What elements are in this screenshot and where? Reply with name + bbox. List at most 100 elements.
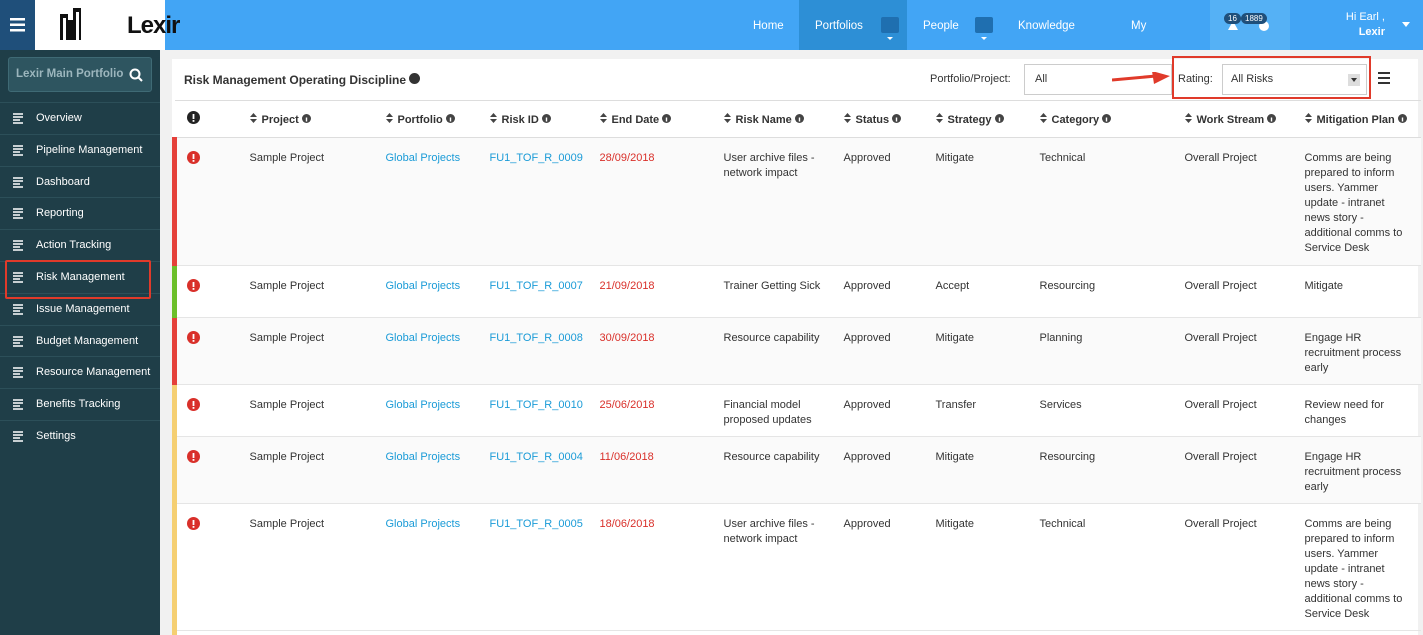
rating-cell [172,317,240,385]
risk-row[interactable]: Sample Project Global Projects FU1_TOF_R_0… [172,384,1421,437]
column-menu[interactable] [1377,72,1391,84]
cell-text: Mitigate [935,451,975,463]
cell-link[interactable]: FU1_TOF_R_0009 [489,152,583,164]
column-header[interactable]: Category [1029,100,1175,138]
cell: Comms are being prepared to inform users… [1294,137,1421,266]
info-icon [892,113,902,123]
cell-link[interactable]: Global Projects [385,152,461,164]
nav-dropdown[interactable] [975,17,993,40]
filter-select[interactable]: All [1024,64,1172,95]
search-text: Lexir Main Portfolio [16,68,124,80]
user-menu[interactable]: Hi Earl , Lexir [1346,10,1385,40]
rating-icon [187,279,200,292]
risk-row[interactable]: Sample Project Global Projects FU1_TOF_R_0… [172,317,1421,385]
rating-icon [187,398,200,411]
logo[interactable]: Lexir [35,0,180,50]
sidebar-item[interactable]: Settings [0,420,160,452]
sidebar-item[interactable]: Budget Management [0,324,160,357]
cell-text: Overall Project [1184,399,1257,411]
sidebar-item[interactable]: Resource Management [0,356,160,388]
cell-text: Approved [843,332,891,344]
column-header[interactable]: Work Stream [1174,100,1295,138]
cell-link[interactable]: Global Projects [385,280,461,292]
column-header[interactable]: End Date [589,100,714,138]
nav-item[interactable]: Knowledge Base [1002,0,1115,84]
menu-icon [13,367,23,379]
title-text: Risk Management Operating Discipline [184,73,407,87]
sidebar-item[interactable]: Issue Management [0,292,160,325]
rating-icon [187,517,200,530]
nav-item[interactable]: People [907,0,1002,50]
cell: Overall Project [1174,265,1295,318]
risk-row[interactable]: Sample Project Global Projects FU1_TOF_R_0… [172,436,1421,504]
sidebar-item[interactable]: Action Tracking [0,229,160,261]
nav-item[interactable]: Home [737,0,799,50]
header-label: Risk ID [501,113,539,126]
cell-link[interactable]: Global Projects [385,451,461,463]
cell: Sample Project [239,384,376,437]
cell-text: Mitigate [935,152,975,164]
task-badge[interactable]: 1889 [1241,13,1267,24]
alert-badge[interactable]: 16 [1224,13,1241,24]
menu-icon [13,399,23,410]
cell: Overall Project [1174,503,1295,631]
cell-text: Engage HR recruitment process early [1304,332,1402,374]
column-header[interactable]: Portfolio [375,100,480,138]
column-header[interactable]: Risk Name [713,100,834,138]
cell: 21/09/2018 [589,265,714,318]
cell: Accept [925,265,1030,318]
column-header[interactable]: Mitigation Plan [1294,100,1421,138]
greeting: Hi Earl , [1345,11,1385,23]
column-header[interactable]: Status [833,100,926,138]
rating-stripe [172,630,177,635]
risk-row[interactable]: Sample Project Global Projects FU1_TOF_R_0… [172,137,1421,266]
sidebar-item[interactable]: Reporting [0,197,160,229]
cell-link[interactable]: FU1_TOF_R_0010 [489,399,583,411]
cell: Sample Project [239,137,376,266]
sort-icon [249,112,257,123]
sidebar-item[interactable]: Benefits Tracking [0,388,160,420]
notifications: 16 1889 [1210,0,1290,50]
cell: Resource capability [713,317,834,385]
filter-value: All [1035,73,1048,85]
risk-row[interactable]: Sample Project Global Projects FU1_TOF_R_0… [172,503,1421,631]
cell: 25/06/2018 [589,384,714,437]
cell: User archive files - network impact [713,137,834,266]
cell-link[interactable]: FU1_TOF_R_0005 [489,518,583,530]
nav-item[interactable]: My Coaching [1115,0,1210,84]
nav-label: Home [753,20,784,32]
cell-text: Transfer [935,399,977,411]
cell: Global Projects [375,317,480,385]
cell: FU1_TOF_R_0008 [479,317,590,385]
cell-text: Resource capability [723,332,820,344]
cell-link[interactable]: FU1_TOF_R_0004 [489,451,583,463]
rating-select[interactable]: All Risks [1222,64,1367,95]
menu-toggle[interactable] [0,0,35,50]
cell-link[interactable]: FU1_TOF_R_0008 [489,332,583,344]
cell-link[interactable]: Global Projects [385,332,461,344]
column-header[interactable]: Strategy [925,100,1030,138]
header-label: End Date [611,113,660,126]
info-icon [541,113,551,123]
cell-text: Mitigate [935,518,975,530]
info-icon [994,113,1004,123]
cell-link[interactable]: Global Projects [385,518,461,530]
cell-link[interactable]: FU1_TOF_R_0007 [489,280,583,292]
risk-row[interactable]: Sample Project Global Projects FU1_TOF_R_0… [172,265,1421,318]
sidebar-item[interactable]: Overview [0,102,160,134]
brand: Lexir [127,12,180,39]
cell-text: Overall Project [1184,152,1257,164]
cell-text: Technical [1039,152,1086,164]
cell-link[interactable]: Global Projects [385,399,461,411]
nav-label: People [923,20,959,32]
nav-item[interactable]: Portfolios [799,0,907,50]
sidebar-label: Benefits Tracking [36,398,121,411]
nav-dropdown[interactable] [881,17,899,40]
sidebar-label: Overview [36,112,82,124]
column-header[interactable]: Project [239,100,376,138]
rating-cell [172,384,240,437]
portfolio-search[interactable]: Lexir Main Portfolio [8,57,152,92]
column-header[interactable]: Risk ID [479,100,590,138]
sidebar-item[interactable]: Dashboard [0,165,160,198]
sidebar-item[interactable]: Pipeline Management [0,133,160,166]
